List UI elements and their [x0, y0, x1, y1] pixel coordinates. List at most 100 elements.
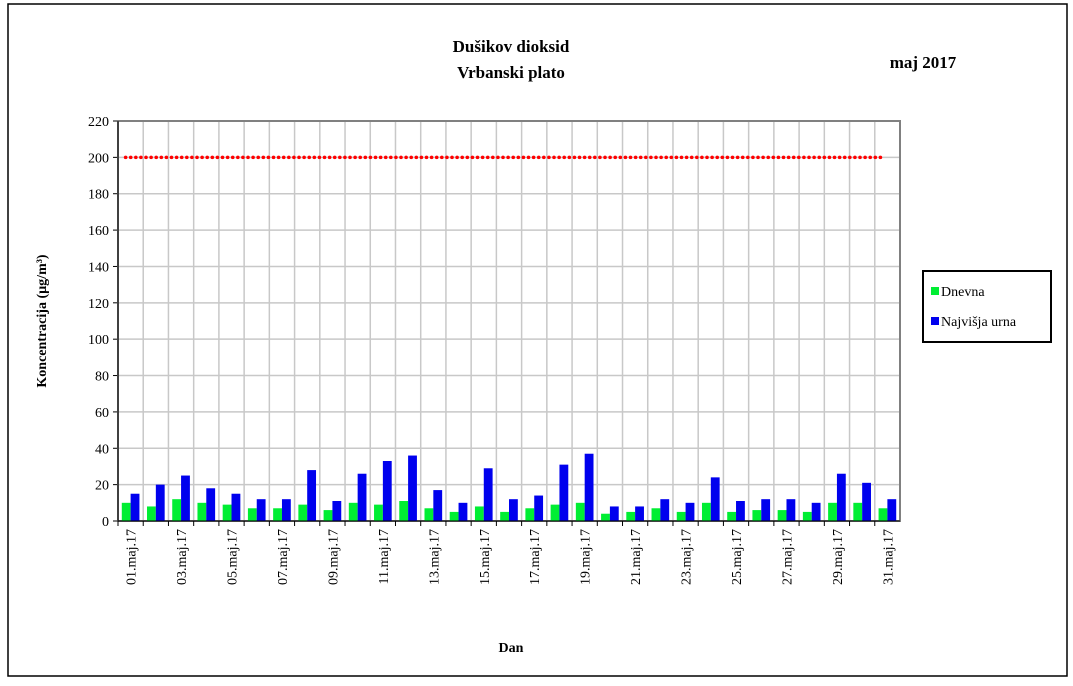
x-tick-label: 17.maj.17	[528, 529, 543, 585]
legend-swatch	[931, 317, 939, 325]
x-tick-label: 23.maj.17	[680, 529, 695, 585]
chart-subtitle: Vrbanski plato	[457, 63, 565, 82]
bar	[559, 464, 569, 521]
x-tick-label: 29.maj.17	[831, 529, 846, 585]
bar	[130, 493, 140, 521]
bar	[408, 455, 417, 521]
bar	[676, 511, 686, 521]
bar	[399, 501, 409, 521]
x-tick-label: 03.maj.17	[175, 529, 190, 585]
legend-label: Najvišja urna	[941, 315, 1017, 330]
bar	[247, 508, 257, 521]
bar	[509, 499, 518, 521]
bar	[550, 504, 560, 521]
bar	[374, 504, 383, 521]
bar	[836, 473, 846, 521]
bar	[601, 513, 610, 521]
bar	[382, 461, 392, 521]
bar	[323, 510, 333, 521]
x-tick-label: 15.maj.17	[478, 529, 493, 585]
legend-label: Dnevna	[941, 285, 985, 300]
bar	[635, 506, 644, 521]
x-tick-label: 01.maj.17	[125, 529, 140, 585]
y-tick-label: 0	[102, 515, 109, 530]
bar	[853, 502, 863, 521]
bar	[348, 502, 358, 521]
bar	[332, 501, 342, 521]
y-tick-label: 100	[88, 333, 109, 348]
bar	[887, 499, 897, 521]
y-tick-label: 180	[88, 188, 109, 203]
bar	[483, 468, 493, 521]
x-tick-label: 31.maj.17	[881, 529, 896, 585]
y-tick-label: 160	[88, 224, 109, 239]
bar	[575, 502, 585, 521]
x-tick-label: 07.maj.17	[276, 529, 291, 585]
bar	[474, 506, 484, 521]
bar	[155, 484, 165, 521]
bar	[685, 502, 695, 521]
bar	[357, 473, 367, 521]
y-tick-label: 120	[88, 297, 109, 312]
bar	[651, 508, 661, 521]
x-tick-label: 05.maj.17	[226, 529, 241, 585]
bar	[181, 475, 190, 521]
bar	[449, 511, 459, 521]
x-tick-label: 09.maj.17	[326, 529, 341, 585]
bar	[534, 495, 544, 521]
y-axis-label: Koncentracija (µg/m³)	[35, 254, 50, 388]
period: maj 2017	[890, 53, 957, 72]
x-tick-label: 19.maj.17	[579, 529, 594, 585]
bar	[197, 502, 207, 521]
bar	[862, 482, 871, 521]
bar	[710, 477, 720, 521]
bar	[761, 499, 771, 521]
bar	[752, 510, 762, 521]
legend-box	[922, 270, 1052, 343]
chart-border	[7, 3, 1068, 677]
bar	[811, 502, 821, 521]
bar	[458, 502, 468, 521]
bar	[172, 499, 182, 521]
y-tick-label: 20	[95, 479, 109, 494]
bar	[424, 508, 434, 521]
bar	[525, 508, 535, 521]
bar	[500, 511, 509, 521]
y-tick-label: 60	[95, 406, 109, 421]
bar	[609, 506, 619, 521]
x-tick-label: 21.maj.17	[629, 529, 644, 585]
bar	[256, 499, 266, 521]
bar	[626, 511, 636, 521]
bar	[878, 508, 888, 521]
bar	[701, 502, 711, 521]
bar	[736, 501, 745, 521]
x-tick-label: 25.maj.17	[730, 529, 745, 585]
bar	[786, 499, 796, 521]
bar	[273, 508, 282, 521]
bar	[828, 502, 837, 521]
bar	[281, 499, 291, 521]
bar	[121, 502, 131, 521]
bar	[584, 453, 594, 521]
y-tick-label: 80	[95, 370, 109, 385]
bar	[298, 504, 308, 521]
y-tick-label: 40	[95, 442, 109, 457]
bar	[206, 488, 216, 521]
x-axis-label: Dan	[499, 641, 524, 656]
chart-title: Dušikov dioksid	[453, 37, 570, 56]
y-tick-label: 140	[88, 260, 109, 275]
bar	[777, 510, 787, 521]
bar	[307, 470, 317, 521]
bar	[660, 499, 670, 521]
bar	[231, 493, 241, 521]
bar	[802, 511, 812, 521]
x-tick-label: 11.maj.17	[377, 529, 392, 584]
y-tick-label: 220	[88, 115, 109, 130]
bar	[222, 504, 232, 521]
x-tick-label: 13.maj.17	[427, 529, 442, 585]
bar	[727, 511, 737, 521]
bar	[147, 506, 156, 521]
y-tick-label: 200	[88, 151, 109, 166]
x-tick-label: 27.maj.17	[780, 529, 795, 585]
